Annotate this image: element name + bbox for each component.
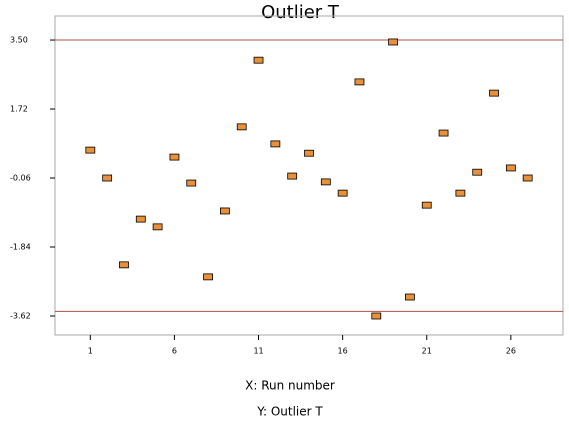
point — [85, 146, 96, 154]
point — [405, 293, 415, 301]
y-tick-label: -0.06 — [10, 174, 31, 183]
x-tick-label: 16 — [338, 347, 348, 356]
x-tick-label: 1 — [88, 347, 93, 356]
point — [421, 201, 432, 209]
x-tick-label: 26 — [506, 347, 516, 356]
point — [522, 174, 533, 182]
point — [152, 223, 163, 231]
y-tick-label: 1.72 — [10, 105, 28, 114]
point — [186, 179, 197, 187]
y-axis-title: Y: Outlier T — [256, 405, 323, 419]
point — [388, 38, 399, 46]
point — [438, 129, 449, 137]
x-axis-title: X: Run number — [245, 379, 335, 393]
point — [505, 164, 516, 172]
point — [169, 153, 180, 161]
x-tick-label: 21 — [422, 347, 432, 356]
chart-title: Outlier T — [261, 2, 340, 23]
y-tick-label: -3.62 — [10, 312, 31, 321]
point — [354, 78, 365, 86]
point — [371, 312, 382, 320]
x-tick-label: 11 — [253, 347, 263, 356]
y-tick-label: -1.84 — [10, 243, 31, 252]
point — [270, 140, 281, 148]
y-tick-label: 3.50 — [10, 36, 28, 45]
point — [287, 172, 298, 180]
point — [119, 261, 129, 269]
point — [253, 56, 264, 64]
point — [203, 273, 213, 281]
x-tick-label: 6 — [172, 347, 177, 356]
point — [337, 189, 348, 197]
point — [455, 189, 466, 197]
point — [102, 174, 113, 182]
point — [489, 89, 499, 97]
point — [219, 207, 230, 215]
plot-frame — [54, 15, 564, 336]
point — [236, 123, 247, 131]
point — [135, 215, 146, 223]
point — [472, 168, 483, 176]
point — [304, 149, 314, 157]
point — [320, 178, 331, 186]
